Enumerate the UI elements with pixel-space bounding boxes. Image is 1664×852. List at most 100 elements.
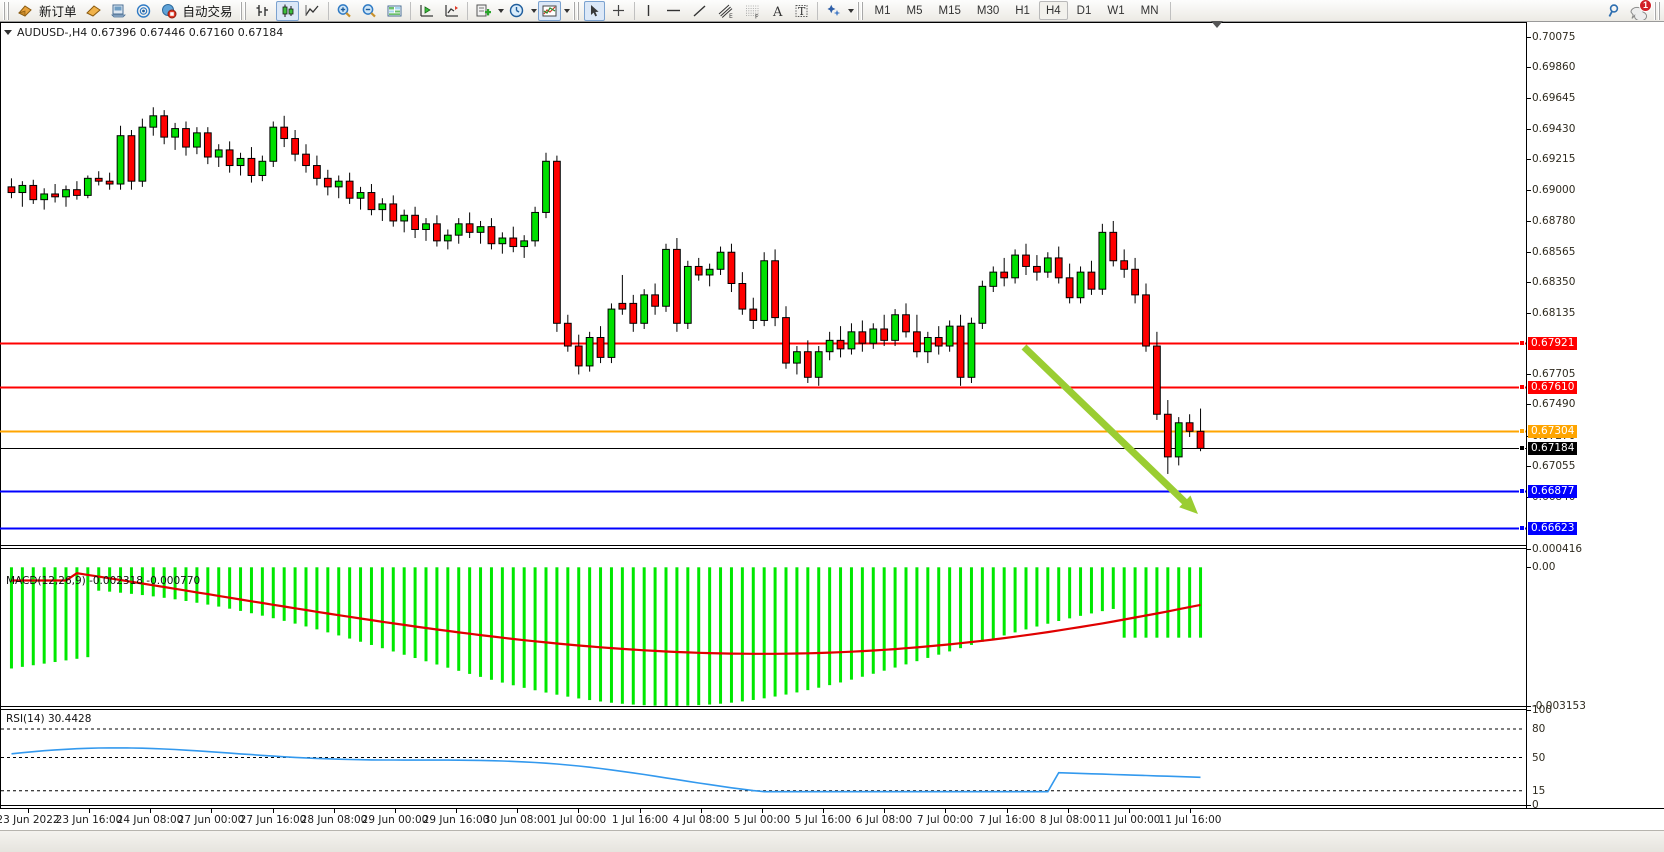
pivot-line-tag[interactable]: 0.67304 [1528, 425, 1578, 438]
vertical-line-icon[interactable] [639, 1, 659, 21]
price-axis-tick [1527, 313, 1531, 314]
timeframe-m30[interactable]: M30 [976, 4, 1000, 17]
svg-text:A: A [772, 5, 783, 19]
time-axis[interactable]: 23 Jun 2022 23 Jun 16:00 24 Jun 08:00 27 Ju… [0, 808, 1664, 830]
indicators-caret-icon[interactable] [497, 8, 504, 13]
chat-icon[interactable]: 1 [1629, 0, 1652, 20]
fibonacci-icon[interactable]: F [740, 1, 765, 21]
save-icon[interactable] [82, 1, 105, 21]
autotrading-label[interactable]: 自动交易 [182, 5, 233, 19]
price-axis-tick [1527, 404, 1531, 405]
indicators-icon[interactable] [472, 1, 495, 21]
shapes-caret-icon[interactable] [847, 8, 854, 13]
text-label-icon[interactable]: T [790, 1, 813, 21]
symbol-header[interactable]: AUDUSD-,H4 0.67396 0.67446 0.67160 0.671… [4, 26, 283, 39]
timeframe-mn[interactable]: MN [1140, 4, 1159, 17]
timeframe-h4[interactable]: H4 [1038, 1, 1068, 20]
macd-histogram-bar [915, 567, 919, 662]
cursor-icon[interactable] [583, 0, 605, 21]
macd-histogram-bar [1046, 567, 1050, 624]
resistance-line-2-handle[interactable] [1519, 384, 1525, 390]
chart-root[interactable]: AUDUSD-,H4 0.67396 0.67446 0.67160 0.671… [0, 21, 1664, 852]
time-axis-tick [273, 809, 274, 813]
macd-histogram-bar [1100, 567, 1104, 612]
toolbar-grip-3[interactable] [572, 1, 580, 20]
candle [236, 152, 245, 176]
time-axis-label: 30 Jun 08:00 [483, 814, 551, 826]
candle [116, 125, 125, 190]
support-line-1-tag[interactable]: 0.66877 [1528, 485, 1578, 498]
timeframe-h1[interactable]: H1 [1015, 4, 1030, 17]
chevron-down-icon[interactable] [4, 30, 12, 35]
pivot-line-handle[interactable] [1519, 428, 1525, 434]
toolbar-grip[interactable] [3, 1, 10, 20]
chat-badge-count: 1 [1639, 0, 1652, 12]
support-line-2-tag[interactable]: 0.66623 [1528, 522, 1578, 535]
price-axis-label: 0.68780 [1532, 215, 1576, 227]
rsi-pane-top-border [0, 709, 1526, 710]
text-icon[interactable]: A [767, 1, 788, 21]
signal-icon[interactable] [132, 1, 155, 21]
candle [574, 334, 583, 375]
candle [291, 130, 299, 162]
macd-axis-tick [1527, 549, 1531, 550]
horizontal-line-icon[interactable] [661, 1, 686, 21]
line-chart-icon[interactable] [301, 1, 324, 21]
grid-icon[interactable] [383, 1, 406, 21]
candlestick-icon[interactable] [275, 0, 299, 21]
trendline-icon[interactable] [688, 1, 711, 21]
macd-signal-line [11, 572, 1201, 655]
candle [825, 331, 834, 361]
svg-text:F: F [755, 13, 759, 19]
candle [498, 232, 507, 254]
timeframe-m5[interactable]: M5 [906, 4, 923, 17]
resistance-line-2-tag[interactable]: 0.67610 [1528, 381, 1578, 394]
crosshair-icon[interactable] [607, 1, 630, 21]
market-icon[interactable] [157, 1, 180, 21]
current-price-line-tag[interactable]: 0.67184 [1528, 442, 1578, 455]
macd-histogram-bar [53, 567, 57, 663]
time-axis-tick [1190, 809, 1191, 813]
down-trend-arrow[interactable] [1021, 344, 1198, 514]
templates-caret-icon[interactable] [563, 8, 570, 13]
timeframe-w1[interactable]: W1 [1107, 4, 1125, 17]
equidistant-channel-icon[interactable]: E [713, 1, 738, 21]
timeframe-m1[interactable]: M1 [874, 4, 891, 17]
price-axis-label: 0.70075 [1532, 31, 1576, 43]
toolbar-grip-5[interactable] [1654, 1, 1661, 20]
macd-histogram-bar [762, 567, 766, 699]
resistance-line-1-tag[interactable]: 0.67921 [1528, 337, 1578, 350]
macd-histogram-bar [42, 567, 46, 664]
zoom-out-icon[interactable] [358, 1, 381, 21]
support-line-1-handle[interactable] [1519, 488, 1525, 494]
current-price-line-handle[interactable] [1519, 445, 1525, 451]
period-icon[interactable] [505, 1, 528, 21]
macd-histogram-bar [1079, 567, 1083, 616]
time-axis-label: 27 Jun 16:00 [239, 814, 307, 826]
period-caret-icon[interactable] [530, 8, 537, 13]
templates-icon[interactable] [537, 0, 561, 21]
new-order-label[interactable]: 新订单 [39, 5, 77, 19]
open-data-icon[interactable] [107, 1, 130, 21]
zoom-in-icon[interactable] [333, 1, 356, 21]
resistance-line-1-handle[interactable] [1519, 340, 1525, 346]
auto-scroll-icon[interactable] [440, 1, 463, 21]
macd-axis-tick [1527, 706, 1531, 707]
bar-chart-icon[interactable] [251, 1, 274, 21]
chart-scroll-marker[interactable] [1211, 21, 1223, 28]
macd-histogram-bar [1035, 567, 1039, 627]
chart-shift-icon[interactable] [415, 1, 438, 21]
candle [40, 188, 49, 210]
timeframe-d1[interactable]: D1 [1076, 4, 1092, 17]
support-line-2-handle[interactable] [1519, 525, 1525, 531]
toolbar-separator-6 [1169, 1, 1171, 20]
macd-histogram-bar [904, 567, 908, 665]
toolbar-grip-4[interactable] [856, 1, 864, 20]
timeframe-m15[interactable]: M15 [938, 4, 961, 17]
time-axis-label: 28 Jun 08:00 [300, 814, 368, 826]
new-order-icon[interactable] [14, 1, 36, 21]
search-icon[interactable] [1604, 1, 1628, 21]
toolbar-grip-2[interactable] [239, 1, 247, 20]
shapes-icon[interactable] [822, 1, 845, 21]
candle [160, 110, 169, 145]
